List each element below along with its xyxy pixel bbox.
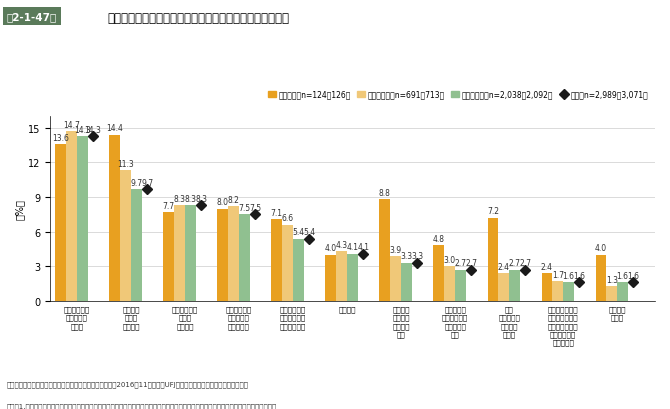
Bar: [596, 255, 606, 301]
Text: 2.4: 2.4: [498, 262, 510, 271]
Bar: [66, 132, 77, 301]
Bar: [228, 207, 239, 301]
Bar: [433, 246, 444, 301]
Bar: [390, 256, 401, 301]
Text: 1.6: 1.6: [563, 272, 575, 281]
Text: 1.6: 1.6: [627, 272, 639, 281]
Bar: [541, 274, 552, 301]
Y-axis label: （%）: （%）: [15, 199, 25, 220]
Text: 4.1: 4.1: [357, 243, 369, 252]
Text: 4.3: 4.3: [336, 240, 348, 249]
Text: 7.5: 7.5: [249, 204, 261, 213]
Legend: 高成長型（n=124～126）, 安定成長型（n=691～713）, 持続成長型（n=2,038～2,092）, 全体（n=2,989～3,071）: 高成長型（n=124～126）, 安定成長型（n=691～713）, 持続成長型…: [265, 88, 651, 103]
Text: 1.7: 1.7: [552, 270, 563, 279]
Text: 14.3: 14.3: [84, 125, 102, 134]
Bar: [552, 281, 563, 301]
Text: 2.7: 2.7: [454, 259, 466, 268]
Text: 9.7: 9.7: [141, 178, 153, 187]
Text: 9.7: 9.7: [130, 178, 143, 187]
Bar: [336, 252, 347, 301]
Text: 8.3: 8.3: [195, 194, 207, 203]
Bar: [109, 135, 120, 301]
Text: 第2-1-47図: 第2-1-47図: [7, 12, 57, 22]
Text: 1.6: 1.6: [574, 272, 586, 281]
Bar: [379, 200, 390, 301]
Text: 2.7: 2.7: [519, 259, 531, 268]
Bar: [131, 189, 142, 301]
Text: 4.0: 4.0: [325, 244, 337, 253]
Bar: [239, 215, 250, 301]
Text: 8.2: 8.2: [228, 196, 239, 204]
Bar: [326, 255, 336, 301]
Text: 14.3: 14.3: [74, 125, 90, 134]
Bar: [56, 144, 66, 301]
Text: 7.5: 7.5: [239, 204, 251, 213]
Text: 5.4: 5.4: [292, 228, 304, 237]
Text: 5.4: 5.4: [303, 228, 316, 237]
Text: 資料：中小企業庁委託「起業・創業に関する実態調査」（2016年11月、三菱UFJリサーチ＆コンサルティング（株））: 資料：中小企業庁委託「起業・創業に関する実態調査」（2016年11月、三菱UFJ…: [7, 380, 249, 387]
Text: 4.8: 4.8: [433, 235, 445, 244]
Bar: [163, 213, 174, 301]
Text: 1.3: 1.3: [606, 275, 618, 284]
Bar: [293, 239, 304, 301]
Text: 3.0: 3.0: [444, 255, 456, 264]
Bar: [185, 206, 196, 301]
Text: 3.3: 3.3: [411, 252, 423, 261]
Bar: [120, 171, 131, 301]
Text: 1.6: 1.6: [616, 272, 628, 281]
Text: 2.7: 2.7: [465, 259, 477, 268]
Text: 8.8: 8.8: [379, 189, 391, 198]
Text: 4.1: 4.1: [346, 243, 358, 252]
Text: 7.1: 7.1: [271, 208, 283, 217]
Bar: [498, 274, 509, 301]
Text: 14.7: 14.7: [63, 121, 80, 130]
Text: 2.7: 2.7: [509, 259, 521, 268]
Bar: [347, 254, 358, 301]
Bar: [444, 267, 455, 301]
Text: 7.7: 7.7: [163, 201, 175, 210]
Text: 3.9: 3.9: [389, 245, 402, 254]
Text: （注）1.小学校・中学校・高等学校・高等専門学校・専門学校・短期大学・大学・大学院のいずれかに受講したことがあると回答した人を集: （注）1.小学校・中学校・高等学校・高等専門学校・専門学校・短期大学・大学・大学…: [7, 403, 277, 409]
Text: 6.6: 6.6: [281, 214, 293, 223]
Bar: [488, 218, 498, 301]
Text: 7.2: 7.2: [487, 207, 499, 216]
Text: 4.0: 4.0: [595, 244, 607, 253]
Bar: [271, 219, 282, 301]
Bar: [509, 270, 520, 301]
Bar: [282, 225, 293, 301]
Text: 3.3: 3.3: [401, 252, 413, 261]
Bar: [401, 263, 412, 301]
Bar: [563, 283, 574, 301]
Bar: [606, 286, 617, 301]
Text: 2.4: 2.4: [541, 262, 553, 271]
Text: 成長タイプ別に見た、在学中に受講した起業家教育の内容: 成長タイプ別に見た、在学中に受講した起業家教育の内容: [107, 12, 289, 25]
Text: 8.3: 8.3: [184, 194, 196, 203]
Text: 8.3: 8.3: [174, 194, 186, 203]
Bar: [77, 137, 88, 301]
Text: 13.6: 13.6: [52, 133, 69, 142]
Text: 14.4: 14.4: [107, 124, 123, 133]
Bar: [617, 283, 628, 301]
Text: 8.0: 8.0: [217, 198, 228, 207]
Bar: [455, 270, 466, 301]
Bar: [174, 206, 185, 301]
Bar: [217, 209, 228, 301]
Text: 11.3: 11.3: [117, 160, 134, 169]
